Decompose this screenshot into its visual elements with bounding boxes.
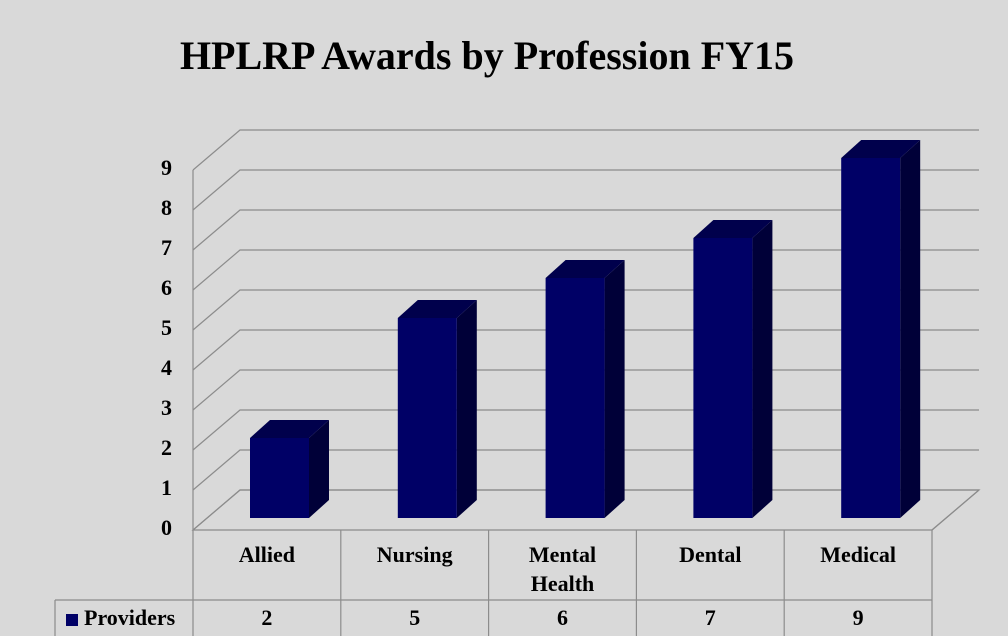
bar-side <box>752 220 773 518</box>
x-tick-label: Mental Health <box>528 542 597 596</box>
table-value: 7 <box>705 605 716 630</box>
x-tick-label-box: Allied <box>238 542 295 567</box>
bar-front <box>545 278 605 518</box>
grid-line <box>192 169 979 211</box>
table-value: 9 <box>853 605 864 630</box>
table-border <box>931 489 980 531</box>
legend-swatch <box>66 614 78 626</box>
table-value: 2 <box>261 605 272 630</box>
bar-front <box>841 158 901 518</box>
y-tick-label: 2 <box>161 435 172 460</box>
table-value: 5 <box>409 605 420 630</box>
bar <box>693 220 773 518</box>
bar <box>841 140 921 518</box>
x-tick-label: Allied <box>238 542 295 567</box>
x-tick-label: Medical <box>820 542 896 567</box>
y-tick-label: 7 <box>161 235 172 260</box>
bar <box>397 300 477 518</box>
grid-line <box>192 129 979 171</box>
grid-line <box>192 209 979 251</box>
x-tick-label: Nursing <box>376 542 453 567</box>
bar-side <box>604 260 625 518</box>
bar-side <box>456 300 477 518</box>
x-tick-label-box: Medical <box>820 542 896 567</box>
y-tick-label: 4 <box>161 355 172 380</box>
table-value: 6 <box>557 605 568 630</box>
bar-top <box>397 300 477 318</box>
x-tick-label-box: Mental Health <box>528 542 597 596</box>
bar-side <box>309 420 329 518</box>
bar-top <box>693 220 773 238</box>
y-tick-label: 9 <box>161 155 172 180</box>
bar-front <box>250 438 309 518</box>
bar-side <box>900 140 921 518</box>
bar-front <box>693 238 753 518</box>
x-tick-label: Dental <box>679 542 742 567</box>
legend-label: Providers <box>84 605 176 630</box>
y-tick-label: 6 <box>161 275 172 300</box>
y-tick-label: 3 <box>161 395 172 420</box>
y-tick-label: 5 <box>161 315 172 340</box>
y-tick-label: 8 <box>161 195 172 220</box>
bar-top <box>841 140 921 158</box>
x-tick-label-box: Nursing <box>376 542 453 567</box>
bar-top <box>545 260 625 278</box>
chart-title: HPLRP Awards by Profession FY15 <box>180 33 794 78</box>
bar <box>545 260 625 518</box>
bar-front <box>397 318 457 518</box>
x-tick-label-box: Dental <box>679 542 742 567</box>
bar-top <box>250 420 329 438</box>
y-tick-label: 1 <box>161 475 172 500</box>
bar <box>250 420 329 518</box>
y-tick-label: 0 <box>161 515 172 540</box>
